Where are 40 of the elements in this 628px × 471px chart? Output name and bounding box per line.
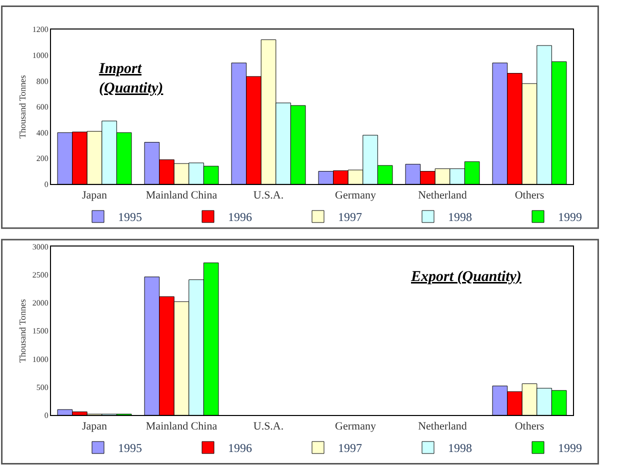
x-tick-label: Mainland China [146,420,218,432]
y-tick-label: 1000 [32,354,48,364]
y-tick-label: 1500 [32,326,48,336]
x-tick-label: U.S.A. [253,420,284,432]
legend-label: 1995 [118,210,142,224]
x-tick-label: U.S.A. [253,189,284,202]
y-tick-label: 3000 [32,242,48,252]
y-tick-label: 0 [44,410,48,420]
x-tick-label: Netherland [418,420,468,432]
legend-label: 1997 [338,210,362,224]
x-tick-label: Japan [82,420,108,432]
text: Import (Quantity) [98,61,164,96]
legend-label: 1999 [558,441,582,456]
y-tick-label: 600 [36,102,48,112]
x-tick-label: Netherland [418,189,468,202]
legend-label: 1996 [228,441,252,456]
legend-label: 1995 [118,441,142,456]
y-tick-label: 2000 [32,298,48,308]
legend-label: 1998 [448,441,472,456]
legend-label: 1996 [228,210,252,224]
y-tick-label: 200 [36,154,48,164]
y-axis-title: Thousand Tonnes [18,298,28,363]
x-tick-label: Others [514,420,544,432]
y-tick-label: 800 [36,76,48,86]
y-axis-title: Thousand Tonnes [18,74,28,139]
y-tick-label: 400 [36,128,48,138]
legend-label: 1999 [558,210,582,224]
y-tick-label: 1000 [32,51,48,60]
x-tick-label: Japan [82,189,108,202]
y-tick-label: 1200 [32,25,48,34]
x-tick-label: Germany [335,420,376,432]
x-tick-label: Mainland China [146,189,218,202]
y-tick-label: 500 [36,382,48,392]
legend-label: 1997 [338,441,362,456]
x-tick-label: Others [514,189,544,202]
x-tick-label: Germany [335,189,376,202]
text: Export (Quantity) [410,269,522,285]
y-tick-label: 0 [44,180,48,189]
y-tick-label: 2500 [32,270,48,280]
legend-label: 1998 [448,210,472,224]
